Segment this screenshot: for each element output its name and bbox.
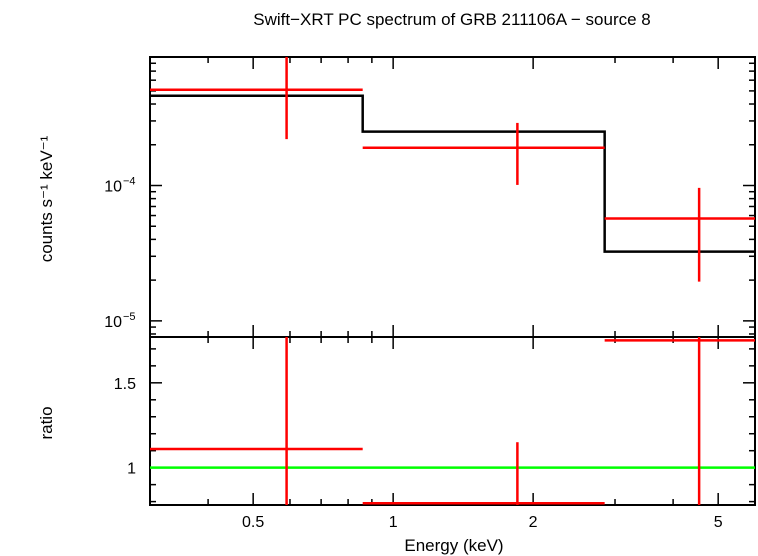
y-tick-label-bottom: 1.5 — [114, 376, 136, 393]
model-step-line — [150, 94, 755, 253]
y-tick-exponent-top: −5 — [123, 311, 136, 323]
x-tick-label: 2 — [529, 514, 538, 531]
bottom-panel-frame — [149, 336, 756, 506]
chart-title: Swift−XRT PC spectrum of GRB 211106A − s… — [253, 10, 651, 29]
y-tick-label-bottom: 1 — [127, 461, 136, 478]
x-tick-label: 1 — [389, 514, 398, 531]
y-tick-label-top: 10 — [104, 179, 122, 196]
y-tick-exponent-top: −4 — [123, 176, 136, 188]
y-axis-label-bottom: ratio — [37, 406, 56, 439]
top-panel-frame — [149, 56, 756, 338]
y-axis-label-top: counts s⁻¹ keV⁻¹ — [37, 135, 56, 262]
x-tick-label: 0.5 — [242, 514, 264, 531]
y-tick-label-top: 10 — [104, 314, 122, 331]
x-axis-label: Energy (keV) — [404, 536, 503, 555]
x-tick-label: 5 — [714, 514, 723, 531]
